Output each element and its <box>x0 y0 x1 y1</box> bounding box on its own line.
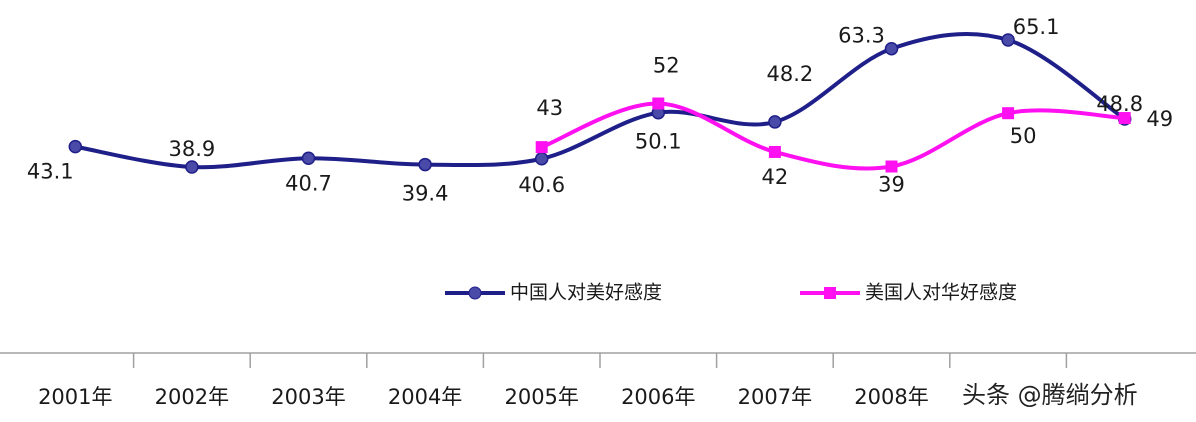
legend-label: 中国人对美好感度 <box>510 282 662 304</box>
x-tick-label: 2008年 <box>854 385 928 409</box>
data-label: 49 <box>1146 107 1173 131</box>
marker <box>884 41 899 56</box>
marker <box>418 157 432 172</box>
data-label: 48.2 <box>767 62 814 86</box>
data-label: 43.1 <box>27 160 74 184</box>
legend-marker <box>468 286 482 300</box>
x-tick-label: 2004年 <box>388 385 462 409</box>
data-label: 42 <box>762 165 789 189</box>
x-tick-label: 2007年 <box>738 385 812 409</box>
marker <box>1118 112 1131 125</box>
marker <box>768 145 781 158</box>
x-tick-label: 2003年 <box>271 385 345 409</box>
x-tick-label: 2005年 <box>504 385 578 409</box>
marker <box>1002 107 1015 120</box>
data-label: 50 <box>1010 124 1037 148</box>
data-label: 40.6 <box>518 173 565 197</box>
marker <box>301 151 316 166</box>
data-label: 39.4 <box>402 182 449 206</box>
data-label: 48.8 <box>1096 92 1143 116</box>
data-label: 63.3 <box>838 24 885 48</box>
x-tick-label: 2006年 <box>621 385 695 409</box>
marker <box>885 160 898 173</box>
marker <box>534 152 549 166</box>
legend-label: 美国人对华好感度 <box>865 282 1017 304</box>
data-label: 65.1 <box>1013 15 1060 39</box>
x-tick-label: 2001年 <box>38 385 112 409</box>
series-line <box>74 32 1126 170</box>
x-tick-label: 2002年 <box>155 385 229 409</box>
data-label: 39 <box>878 173 905 197</box>
marker <box>1001 33 1015 47</box>
marker <box>652 97 665 110</box>
data-label: 50.1 <box>635 130 682 154</box>
marker <box>535 141 548 154</box>
data-label: 38.9 <box>169 137 216 161</box>
watermark: 头条 @腾绱分析 <box>962 381 1138 409</box>
data-label: 52 <box>653 54 680 78</box>
data-label: 40.7 <box>285 171 332 195</box>
marker <box>68 139 83 154</box>
marker <box>768 115 782 129</box>
data-label: 43 <box>536 96 563 120</box>
marker <box>185 160 199 174</box>
legend-marker <box>824 287 836 299</box>
series-line <box>540 101 1125 171</box>
